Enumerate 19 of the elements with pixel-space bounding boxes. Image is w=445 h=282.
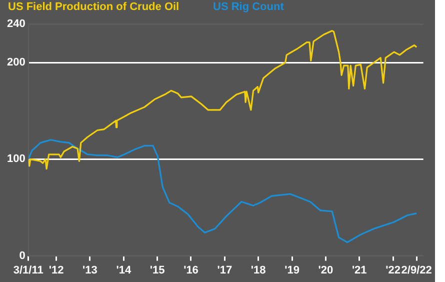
y-tick-label: 100: [6, 153, 26, 166]
x-tick-label: '16: [184, 264, 198, 276]
x-tick-label: '21: [352, 264, 367, 276]
x-tick-label: '15: [150, 264, 165, 276]
x-tick-label: '12: [48, 264, 64, 276]
x-tick-label: 3/1/11: [13, 264, 44, 276]
y-tick-label: 0: [19, 250, 26, 262]
x-tick-label: '19: [284, 264, 300, 276]
x-tick-label: '14: [116, 264, 132, 276]
x-tick-label: '22: [386, 264, 400, 276]
x-tick-label: 2/9/22: [401, 264, 432, 276]
y-tick-label: 240: [6, 18, 26, 30]
text: US Rig Count: [213, 1, 284, 13]
x-tick-label: '13: [82, 264, 98, 276]
x-tick-label: '18: [250, 264, 266, 276]
y-tick-label: 200: [6, 56, 26, 69]
x-tick-label: '20: [318, 264, 334, 276]
text: US Field Production of Crude Oil: [8, 1, 180, 13]
x-tick-label: '17: [217, 264, 232, 276]
